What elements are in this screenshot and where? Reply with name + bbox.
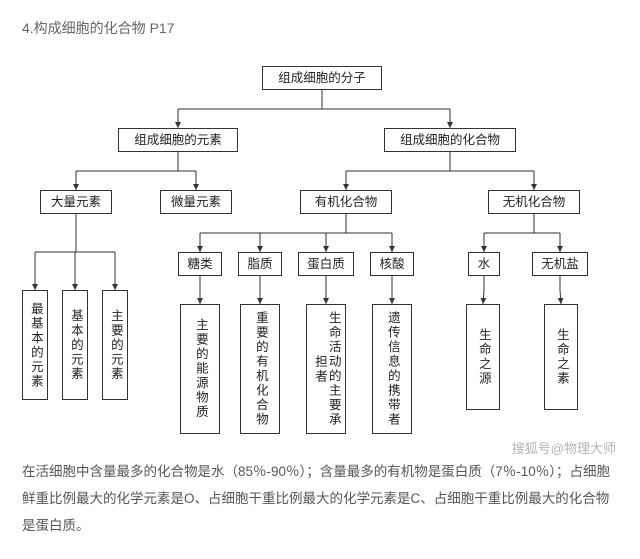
- node-l_base: 基本的元素: [62, 290, 88, 400]
- node-l_sugar: 主要的能源物质: [180, 304, 220, 434]
- node-comp: 组成细胞的化合物: [384, 128, 516, 152]
- node-org: 有机化合物: [300, 190, 392, 214]
- node-elem: 组成细胞的元素: [118, 128, 238, 152]
- page-title: 4.构成细胞的化合物 P17: [22, 18, 618, 38]
- node-l_lipid: 重要的有机化合物: [240, 304, 280, 434]
- node-inorg: 无机化合物: [488, 190, 580, 214]
- node-water: 水: [468, 252, 500, 276]
- node-lipid: 脂质: [238, 252, 282, 276]
- node-l_prot: 生命活动的主要承担者: [306, 304, 346, 434]
- node-sugar: 糖类: [178, 252, 222, 276]
- node-l_salt: 生命之素: [544, 304, 578, 410]
- tree-diagram: 组成细胞的分子组成细胞的元素 组成细胞的化合物大量元素 微量元素 有机化合物 无机化合物…: [22, 54, 618, 444]
- node-macro: 大量元素: [40, 190, 112, 214]
- node-l_main: 主要的元素: [102, 290, 128, 400]
- node-salt: 无机盐: [532, 252, 588, 276]
- footnote: 在活细胞中含量最多的化合物是水（85％-90％）；含量最多的有机物是蛋白质（7％…: [22, 458, 618, 539]
- node-l_nucl: 遗传信息的携带者: [372, 304, 412, 434]
- node-nucl: 核酸: [370, 252, 414, 276]
- node-l_water: 生命之源: [466, 304, 500, 410]
- node-micro: 微量元素: [160, 190, 232, 214]
- node-l_basic: 最基本的元素: [22, 290, 48, 400]
- node-prot: 蛋白质: [298, 252, 354, 276]
- node-root: 组成细胞的分子: [262, 66, 382, 90]
